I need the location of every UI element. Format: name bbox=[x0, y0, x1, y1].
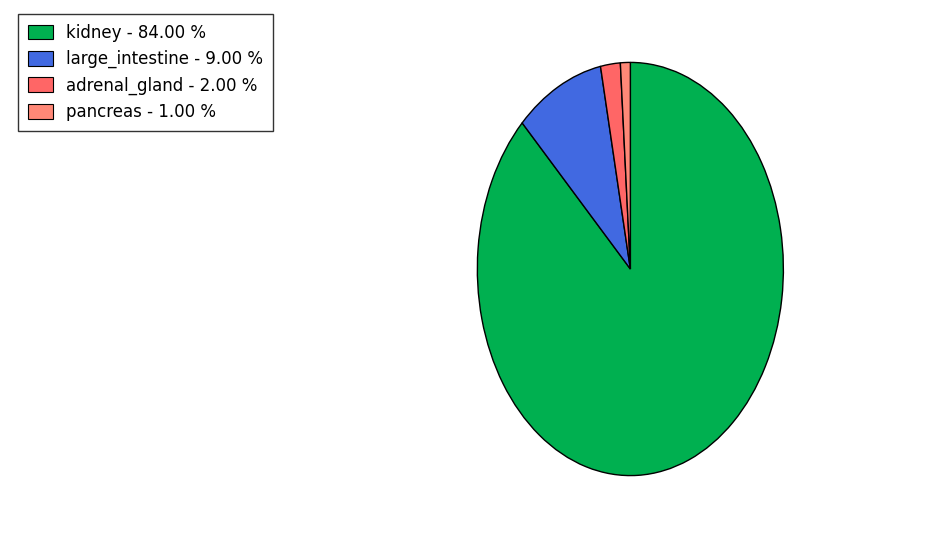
Wedge shape bbox=[477, 62, 783, 476]
Wedge shape bbox=[620, 62, 630, 269]
Wedge shape bbox=[522, 66, 630, 269]
Legend: kidney - 84.00 %, large_intestine - 9.00 %, adrenal_gland - 2.00 %, pancreas - 1: kidney - 84.00 %, large_intestine - 9.00… bbox=[18, 13, 273, 131]
Wedge shape bbox=[601, 63, 630, 269]
